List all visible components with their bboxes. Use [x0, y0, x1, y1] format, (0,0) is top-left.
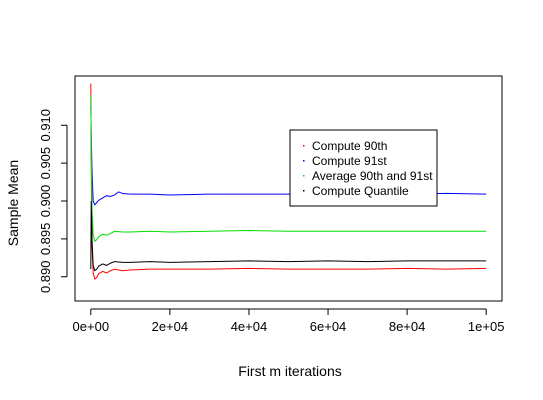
x-tick-label: 6e+04 [310, 319, 347, 334]
legend-label: Compute 90th [312, 139, 387, 153]
y-axis: 0.890 0.895 0.900 0.905 0.910 [38, 109, 67, 293]
x-axis-title: First m iterations [238, 363, 341, 379]
legend-marker [303, 145, 305, 147]
plot-frame [75, 76, 502, 301]
x-tick-label: 8e+04 [389, 319, 426, 334]
x-tick-label: 4e+04 [231, 319, 268, 334]
legend-label: Average 90th and 91st [312, 169, 433, 183]
legend-label: Compute Quantile [312, 184, 409, 198]
x-axis: 0e+00 2e+04 4e+04 6e+04 8e+04 1e+05 [73, 309, 505, 334]
x-tick-label: 1e+05 [468, 319, 505, 334]
y-axis-title: Sample Mean [5, 160, 21, 246]
legend-label: Compute 91st [312, 154, 387, 168]
y-tick-label: 0.905 [38, 147, 53, 180]
x-tick-label: 0e+00 [73, 319, 110, 334]
y-tick-label: 0.890 [38, 260, 53, 293]
y-tick-label: 0.900 [38, 185, 53, 218]
y-tick-label: 0.895 [38, 223, 53, 256]
y-tick-label: 0.910 [38, 109, 53, 142]
series-line-3 [91, 201, 486, 271]
legend-marker [303, 190, 305, 192]
legend-marker [303, 160, 305, 162]
x-tick-label: 2e+04 [152, 319, 189, 334]
legend-marker [303, 175, 305, 177]
